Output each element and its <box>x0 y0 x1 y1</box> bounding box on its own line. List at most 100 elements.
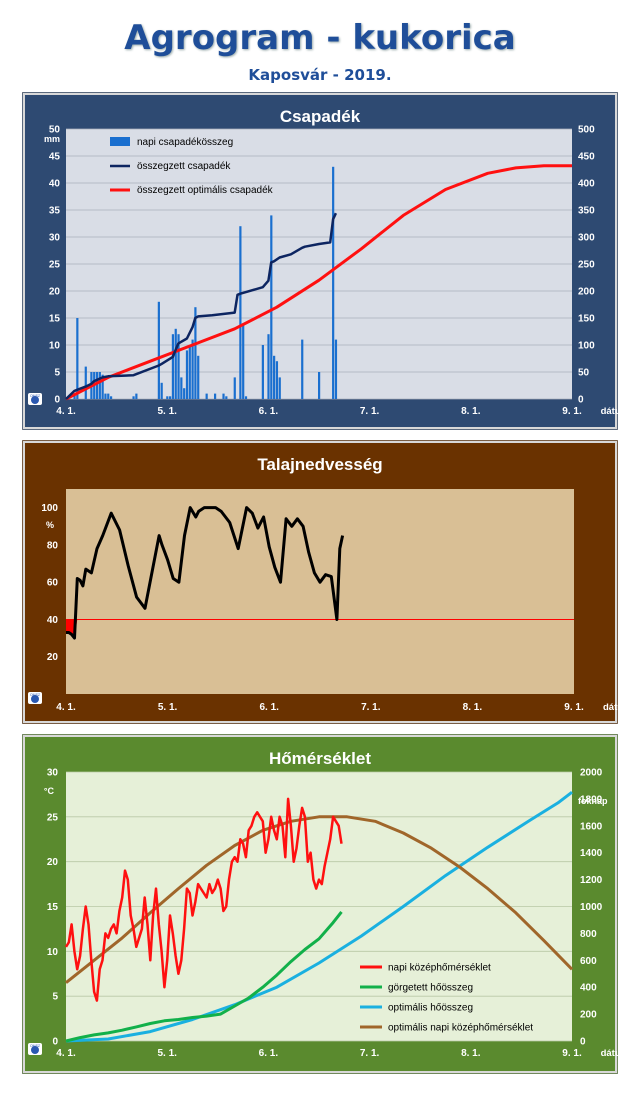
y2-tick-label: 1600 <box>580 821 603 832</box>
precip-bar <box>109 396 113 399</box>
precip-bar <box>185 350 189 399</box>
x-tick-label: 9. 1. <box>564 702 584 713</box>
precip-bar <box>334 339 338 399</box>
y2-axis-label: foknap <box>578 796 608 806</box>
legend-label: napi csapadékösszeg <box>137 137 233 148</box>
precip-chart: Csapadék05101520253035404550050100150200… <box>22 92 618 430</box>
y-tick-label: 20 <box>47 857 59 868</box>
y-tick-label: 50 <box>49 125 61 136</box>
x-axis-label: dátum (hó.nap) <box>601 406 618 417</box>
precip-bar <box>197 355 200 399</box>
y-tick-label: 15 <box>49 314 61 325</box>
legend-label: napi középhőmérséklet <box>388 963 491 974</box>
precip-bar <box>205 393 208 399</box>
precip-bar <box>107 393 110 399</box>
precip-bar <box>132 396 135 399</box>
precip-bar <box>332 166 335 399</box>
y2-tick-label: 250 <box>578 260 595 271</box>
precip-bar <box>174 328 177 399</box>
y-axis-label: mm <box>44 134 60 144</box>
y-tick-label: 30 <box>47 768 59 779</box>
precip-bar <box>183 388 186 399</box>
x-tick-label: 9. 1. <box>562 406 582 417</box>
precip-bar <box>318 372 321 399</box>
precip-bar <box>191 339 194 399</box>
precip-bar <box>166 396 169 399</box>
y2-tick-label: 600 <box>580 956 597 967</box>
x-tick-label: 9. 1. <box>562 1048 582 1059</box>
y-axis-label: °C <box>44 786 55 796</box>
y-tick-label: 10 <box>49 341 61 352</box>
omsz-logo-mark <box>31 1046 39 1054</box>
precip-bar <box>301 339 304 399</box>
precip-bar <box>177 334 180 399</box>
omsz-logo-text: OMSZ <box>30 1044 41 1048</box>
omsz-logo-mark <box>31 396 39 404</box>
y2-tick-label: 150 <box>578 314 595 325</box>
x-tick-label: 4. 1. <box>56 702 76 713</box>
temperature-chart: Hőmérséklet 0 5 10 15 20 25 30 0 200 400 600 800 1000… <box>22 734 618 1074</box>
optimal-gdd-line <box>65 791 573 1043</box>
optimal-daily-temp-line <box>65 815 574 984</box>
x-axis-label: dátum (hó.nap) <box>603 702 618 713</box>
y-tick-label: 35 <box>49 206 61 217</box>
y-tick-label: 20 <box>49 287 61 298</box>
optimal-cumulative-precip-line <box>65 164 572 401</box>
x-tick-label: 6. 1. <box>259 1048 279 1059</box>
y2-tick-label: 400 <box>578 179 595 190</box>
y2-tick-label: 1000 <box>580 902 603 913</box>
precip-bar <box>171 334 175 399</box>
precip-bar <box>194 307 197 399</box>
precip-bar <box>101 374 104 399</box>
x-tick-label: 7. 1. <box>361 702 381 713</box>
y-tick-label: 30 <box>49 233 61 244</box>
precip-bar <box>273 355 276 399</box>
y-tick-label: 80 <box>47 540 59 551</box>
y2-tick-label: 1400 <box>580 848 603 859</box>
x-tick-label: 6. 1. <box>259 406 279 417</box>
y2-tick-label: 0 <box>580 1037 586 1048</box>
y-tick-label: 40 <box>47 615 59 626</box>
legend-label: optimális napi középhőmérséklet <box>388 1023 533 1034</box>
y-tick-label: 15 <box>47 902 59 913</box>
y-tick-label: 5 <box>52 992 58 1003</box>
y2-tick-label: 200 <box>580 1010 597 1021</box>
y-tick-label: 20 <box>47 652 59 663</box>
y2-tick-label: 50 <box>578 368 590 379</box>
rolling-gdd-line <box>65 910 343 1043</box>
precip-bar <box>213 393 217 399</box>
precip-bar <box>135 393 138 399</box>
page-subtitle: Kaposvár - 2019. <box>248 66 392 84</box>
omsz-logo-text: OMSZ <box>30 394 41 398</box>
y2-tick-label: 200 <box>578 287 595 298</box>
y2-tick-label: 300 <box>578 233 595 244</box>
x-tick-label: 4. 1. <box>56 1048 76 1059</box>
precip-bar <box>157 301 160 399</box>
x-tick-label: 8. 1. <box>463 702 483 713</box>
y-tick-label: 10 <box>47 947 59 958</box>
precip-bar <box>270 215 273 399</box>
x-tick-label: 8. 1. <box>461 406 481 417</box>
daily-mean-temp-line <box>64 797 343 1002</box>
soil-moisture-line <box>66 506 345 640</box>
precip-panel: Csapadék 0 5 10 15 20 25 30 35 40 45 50 0 50 100 150 200… <box>22 92 618 430</box>
y-tick-label: 45 <box>49 152 61 163</box>
y-tick-label: 5 <box>54 368 60 379</box>
precip-bar <box>180 377 183 399</box>
precip-bar <box>225 396 228 399</box>
y2-tick-label: 100 <box>578 341 595 352</box>
legend-label: optimális hőösszeg <box>388 1003 473 1014</box>
x-tick-label: 7. 1. <box>360 1048 380 1059</box>
soil-panel: Talajnedvesség 20 40 60 80 100% 4. 1. 5. 1. 6. 1… <box>22 440 618 724</box>
x-tick-label: 7. 1. <box>360 406 380 417</box>
y2-tick-label: 350 <box>578 206 595 217</box>
precip-bar <box>267 334 270 399</box>
y-tick-label: 0 <box>54 395 60 406</box>
panel-border <box>23 735 617 1073</box>
cumulative-precip-line <box>65 212 338 400</box>
y2-tick-label: 450 <box>578 152 595 163</box>
omsz-logo-text: OMSZ <box>30 693 41 697</box>
x-tick-label: 4. 1. <box>56 406 76 417</box>
precip-bar <box>98 372 101 399</box>
x-tick-label: 5. 1. <box>158 702 178 713</box>
